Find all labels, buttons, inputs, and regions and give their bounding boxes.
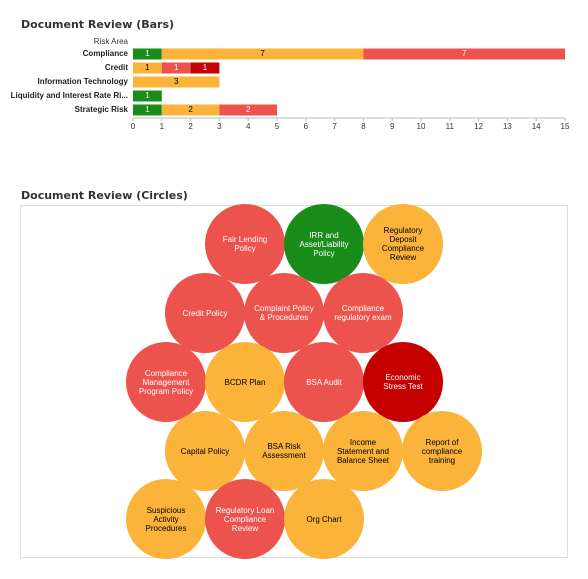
circle-node: Compliance regulatory exam xyxy=(323,273,403,353)
bar-segment xyxy=(133,62,162,74)
data-label: 1 xyxy=(145,49,150,58)
circle-node: Fair Lending Policy xyxy=(205,204,285,284)
circle-node: BSA Risk Assessment xyxy=(244,411,324,491)
x-tick-label: 5 xyxy=(275,122,280,131)
data-label: 1 xyxy=(145,91,150,100)
category-label: Compliance xyxy=(83,49,129,58)
circle-node: Regulatory Loan Compliance Review xyxy=(205,479,285,559)
data-label: 7 xyxy=(462,49,467,58)
category-label: Strategic Risk xyxy=(75,105,129,114)
bar-segment xyxy=(161,104,220,116)
x-tick-label: 4 xyxy=(246,122,251,131)
section-title: Document Review (Bars) xyxy=(21,18,175,31)
bar-segment xyxy=(133,90,162,102)
circle-node: Regulatory Deposit Compliance Review xyxy=(363,204,443,284)
x-tick-label: 8 xyxy=(361,122,366,131)
circle-node: Economic Stress Test xyxy=(363,342,443,422)
circle-node: Report of compliance training xyxy=(402,411,482,491)
data-label: 2 xyxy=(188,105,193,114)
data-label: 2 xyxy=(246,105,251,114)
bar-segment xyxy=(161,62,191,74)
bar-segment xyxy=(133,76,220,88)
bar-segment xyxy=(133,48,162,60)
bar-segment xyxy=(161,48,364,60)
circle-node: BCDR Plan xyxy=(205,342,285,422)
circle-node: Org Chart xyxy=(284,479,364,559)
data-label: 1 xyxy=(145,63,150,72)
bar-segment xyxy=(190,62,220,74)
x-tick-label: 9 xyxy=(390,122,395,131)
data-label: 1 xyxy=(174,63,179,72)
circle-node: Income Statement and Balance Sheet xyxy=(323,411,403,491)
x-tick-label: 14 xyxy=(532,122,541,131)
section-title: Document Review (Circles) xyxy=(21,189,188,202)
circle-node: Credit Policy xyxy=(165,273,245,353)
x-tick-label: 6 xyxy=(304,122,309,131)
circle-node: Complaint Policy & Procedures xyxy=(244,273,324,353)
bar-segment xyxy=(133,104,162,116)
x-tick-label: 3 xyxy=(217,122,222,131)
bar-segment xyxy=(219,104,277,116)
circle-panel: Fair Lending Policy IRR and Asset/Liabili… xyxy=(20,204,568,559)
x-tick-label: 10 xyxy=(417,122,426,131)
circle-node: BSA Audit xyxy=(284,342,364,422)
category-label: Information Technology xyxy=(37,77,128,86)
circle-node: IRR and Asset/Liability Policy xyxy=(284,204,364,284)
axis-label: Risk Area xyxy=(94,37,129,46)
x-tick-label: 11 xyxy=(446,122,455,131)
circle-node: Compliance Management Program Policy xyxy=(126,342,206,422)
x-tick-label: 13 xyxy=(503,122,512,131)
circle-node: Capital Policy xyxy=(165,411,245,491)
x-tick-label: 15 xyxy=(561,122,570,131)
data-label: 1 xyxy=(145,105,150,114)
data-label: 1 xyxy=(203,63,208,72)
category-label: Credit xyxy=(105,63,128,72)
data-label: 7 xyxy=(260,49,265,58)
circle-node: Suspicious Activity Procedures xyxy=(126,479,206,559)
data-label: 3 xyxy=(174,77,179,86)
x-tick-label: 7 xyxy=(332,122,337,131)
x-tick-label: 0 xyxy=(131,122,136,131)
x-tick-label: 12 xyxy=(474,122,483,131)
x-tick-label: 2 xyxy=(188,122,193,131)
bar-chart: Risk Area 0 1 2 3 4 5 6 7 8 9 10 11 12 13 14 15Complian… xyxy=(11,37,570,131)
x-tick-label: 1 xyxy=(160,122,165,131)
bar-segment xyxy=(363,48,565,60)
category-label: Liquidity and Interest Rate Ri... xyxy=(11,91,128,100)
